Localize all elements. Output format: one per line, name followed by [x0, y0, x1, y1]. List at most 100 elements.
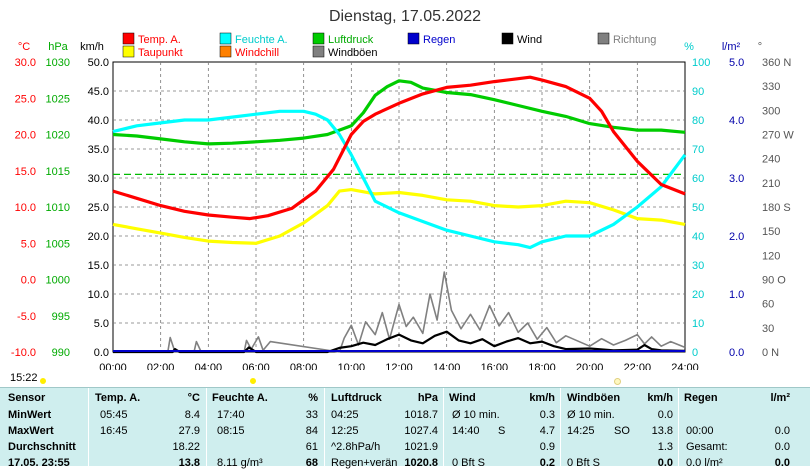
x-tick-label: 10:00 [338, 362, 366, 370]
stat-label: Durchschnitt [8, 441, 76, 453]
stat-hum-val: 84 [305, 425, 318, 437]
legend-label: Wind [517, 34, 542, 46]
y-tick-wind: 25.0 [88, 202, 109, 214]
y-tick-humidity: 50 [692, 202, 704, 214]
x-tick-label: 04:00 [195, 362, 223, 370]
stat-gust-val: 13.8 [651, 425, 673, 437]
stat-gust-val: 0.0 [657, 409, 673, 421]
axis-unit-humidity: % [684, 41, 694, 53]
y-tick-rain: 0.0 [729, 347, 744, 359]
y-tick-temp: 25.0 [15, 93, 36, 105]
stat-wind-time: 14:40 [452, 425, 480, 437]
stat-hum-time: 8.11 g/m³ [217, 457, 263, 469]
header-rain-unit: l/m² [770, 392, 790, 404]
axis-unit-direction: ° [758, 41, 762, 53]
x-tick-label: 14:00 [433, 362, 461, 370]
stat-label: MinWert [8, 409, 52, 421]
series-feuchte-a- [112, 109, 687, 250]
stat-label: 17.05. 23:55 [8, 457, 70, 469]
y-tick-humidity: 0 [692, 347, 698, 359]
y-tick-rain: 4.0 [729, 115, 744, 127]
stat-gust-time: 0 Bft S [567, 457, 601, 469]
legend-label: Luftdruck [328, 34, 374, 46]
header-pressure-unit: hPa [417, 392, 438, 404]
y-tick-humidity: 40 [692, 231, 704, 243]
stat-hum-val: 61 [305, 441, 318, 453]
y-tick-direction: 270 W [762, 130, 794, 142]
x-tick-label: 08:00 [290, 362, 318, 370]
stat-pres-val: 1020.8 [404, 457, 438, 469]
column-divider [678, 388, 679, 466]
sunrise-marker-chart [250, 378, 256, 384]
y-tick-direction: 120 [762, 250, 780, 262]
series-taupunkt [112, 188, 686, 245]
legend-swatch [407, 32, 420, 45]
y-tick-pressure: 1000 [46, 275, 70, 287]
series-layer [112, 75, 687, 354]
legend-swatch [501, 32, 514, 45]
y-tick-pressure: 1020 [46, 130, 70, 142]
y-tick-direction: 60 [762, 299, 774, 311]
y-tick-pressure: 1025 [46, 93, 70, 105]
y-tick-humidity: 80 [692, 115, 704, 127]
x-tick-label: 16:00 [481, 362, 509, 370]
legend-swatch [122, 45, 135, 58]
tick-labels: 00:00 02:00 04:00 06:00 08:00 10:00 12:00 14:00… [11, 57, 794, 370]
statistics-table: Sensor Temp. A. °C Feuchte A. % Luftdruc… [0, 387, 810, 469]
x-tick-label: 12:00 [385, 362, 413, 370]
axis-unit-pressure: hPa [48, 41, 68, 53]
y-tick-direction: 330 [762, 81, 780, 93]
header-rain: Regen [684, 392, 718, 404]
legend-label: Feuchte A. [235, 34, 288, 46]
y-tick-rain: 2.0 [729, 231, 744, 243]
stat-rain-val: 0.0 [774, 425, 790, 437]
stat-pres-time: ^2.8hPa/h [331, 441, 381, 453]
stat-temp-time: 05:45 [100, 409, 128, 421]
stat-pres-val: 1021.9 [404, 441, 438, 453]
stat-wind-time: Ø 10 min. [452, 409, 500, 421]
legend-swatch [219, 32, 232, 45]
header-wind: Wind [449, 392, 476, 404]
stat-pres-val: 1018.7 [404, 409, 438, 421]
y-tick-temp: 5.0 [21, 238, 36, 250]
y-tick-rain: 5.0 [729, 57, 744, 69]
axis-unit-wind: km/h [80, 41, 104, 53]
series-windb-en [113, 271, 686, 353]
y-tick-direction: 0 N [762, 347, 779, 359]
stat-temp-time: 16:45 [100, 425, 128, 437]
series-luftdruck [112, 79, 686, 146]
y-tick-direction: 210 [762, 178, 780, 190]
y-tick-direction: 150 [762, 226, 780, 238]
chart-title: Dienstag, 17.05.2022 [329, 8, 481, 25]
y-tick-wind: 10.0 [88, 289, 109, 301]
stat-gust-dir: SO [614, 425, 630, 437]
y-tick-temp: 15.0 [15, 166, 36, 178]
y-tick-humidity: 60 [692, 173, 704, 185]
y-tick-pressure: 1005 [46, 238, 70, 250]
stat-wind-time: 0 Bft S [452, 457, 486, 469]
sunrise-marker [40, 378, 46, 384]
x-tick-label: 22:00 [624, 362, 652, 370]
header-temp: Temp. A. [95, 392, 141, 404]
stat-wind-val: 0.3 [539, 409, 555, 421]
x-tick-label: 02:00 [147, 362, 175, 370]
stat-gust-val: 1.3 [657, 441, 673, 453]
y-tick-direction: 30 [762, 323, 774, 335]
y-tick-temp: 20.0 [15, 130, 36, 142]
stat-pres-time: 04:25 [331, 409, 359, 421]
stat-rain-val: 0.0 [774, 441, 790, 453]
header-wind-unit: km/h [529, 392, 555, 404]
y-tick-direction: 180 S [762, 202, 791, 214]
y-tick-wind: 45.0 [88, 86, 109, 98]
column-divider [443, 388, 444, 466]
y-tick-wind: 50.0 [88, 57, 109, 69]
stat-gust-time: Ø 10 min. [567, 409, 615, 421]
header-gust-unit: km/h [647, 392, 673, 404]
stat-pres-time: 12:25 [331, 425, 359, 437]
weather-chart: Dienstag, 17.05.2022 Temp. A. Feuchte A. L… [11, 8, 794, 370]
y-tick-temp: 30.0 [15, 57, 36, 69]
legend-label: Temp. A. [138, 34, 181, 46]
column-divider [324, 388, 325, 466]
sunset-marker [614, 378, 621, 385]
time-label: 15:22 [10, 372, 38, 384]
